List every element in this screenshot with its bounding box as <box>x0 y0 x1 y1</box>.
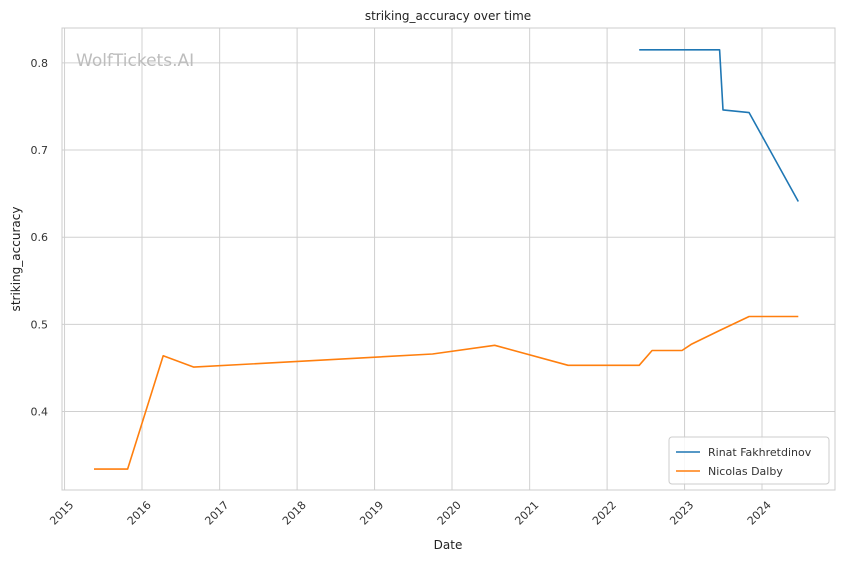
series-layer <box>94 48 799 470</box>
x-axis-label: Date <box>434 538 463 552</box>
chart-title: striking_accuracy over time <box>365 9 531 23</box>
x-tick-label: 2021 <box>512 499 541 528</box>
y-tick-label: 0.6 <box>31 231 49 244</box>
y-tick-label: 0.7 <box>31 144 49 157</box>
legend-label-nicolas-dalby: Nicolas Dalby <box>708 465 783 478</box>
plot-frame <box>61 27 836 491</box>
series-line-nicolas-dalby <box>94 315 799 470</box>
watermark: WolfTickets.AI <box>76 51 194 71</box>
y-tick-label: 0.4 <box>31 406 49 419</box>
series-line-rinat-fakhretdinov <box>639 48 799 202</box>
x-tick-label: 2018 <box>280 499 309 528</box>
x-tick-label: 2017 <box>202 499 231 528</box>
y-axis-label: striking_accuracy <box>9 207 23 312</box>
y-tick-label: 0.5 <box>31 318 49 331</box>
y-tick-label: 0.8 <box>31 57 49 70</box>
grid <box>62 28 835 490</box>
x-tick-label: 2020 <box>435 499 464 528</box>
x-tick-label: 2023 <box>667 499 696 528</box>
x-tick-label: 2024 <box>745 499 774 528</box>
x-tick-label: 2022 <box>590 499 619 528</box>
x-tick-label: 2015 <box>47 499 76 528</box>
x-tick-label: 2019 <box>357 499 386 528</box>
legend-label-rinat-fakhretdinov: Rinat Fakhretdinov <box>708 446 812 459</box>
legend-box <box>668 436 830 485</box>
legend: Rinat Fakhretdinov Nicolas Dalby <box>668 436 830 485</box>
x-tick-label: 2016 <box>125 499 154 528</box>
